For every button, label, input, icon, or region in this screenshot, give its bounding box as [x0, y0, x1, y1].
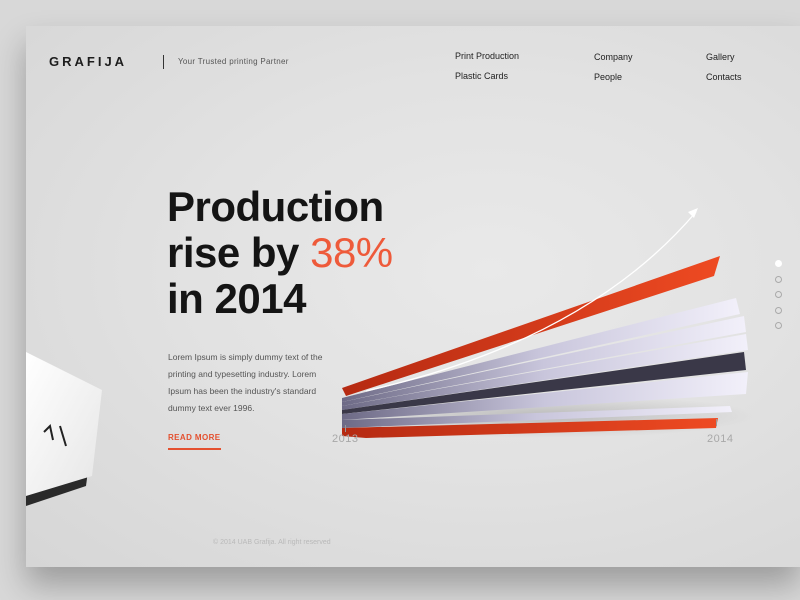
hero-card: GRAFIJA Your Trusted printing Partner Pr…	[26, 26, 800, 567]
slide-dot-1[interactable]	[775, 260, 782, 267]
headline-line3: in 2014	[167, 275, 306, 322]
book-pages-3	[342, 334, 748, 410]
book-pages-4	[342, 372, 748, 420]
footer-copyright: © 2014 UAB Grafija. All right reserved	[213, 539, 331, 546]
headline-percentage: 38%	[310, 229, 393, 276]
nav-item-print-production[interactable]: Print Production	[455, 51, 520, 61]
headline-line1: Production	[167, 183, 384, 230]
read-more-link[interactable]: READ MORE	[168, 433, 221, 450]
brand-logo[interactable]: GRAFIJA	[49, 54, 128, 69]
slide-dot-5[interactable]	[775, 322, 782, 329]
hero-headline: Production rise by 38% in 2014	[167, 184, 393, 322]
headline-line2-prefix: rise by	[167, 229, 311, 276]
logo-divider	[163, 55, 164, 69]
book-back-cover	[342, 256, 720, 396]
book-pages-1	[342, 298, 740, 402]
hero-body-text: Lorem Ipsum is simply dummy text of the …	[168, 352, 323, 413]
nav-item-contacts[interactable]: Contacts	[706, 72, 742, 82]
brand-tagline: Your Trusted printing Partner	[178, 57, 289, 66]
book-pages-2	[342, 316, 746, 406]
year-start-label: 2013	[332, 433, 359, 445]
book-pages-5	[342, 406, 732, 428]
nav-item-people[interactable]: People	[594, 72, 623, 82]
timeline-tick-end	[716, 419, 717, 426]
slide-dot-2[interactable]	[775, 275, 782, 283]
book-front-cover	[342, 418, 718, 438]
slide-pagination	[775, 260, 782, 338]
arrow-up-right-icon	[688, 208, 698, 218]
book-growth-illustration	[336, 208, 756, 438]
timeline-tick-start	[345, 425, 346, 432]
year-end-label: 2014	[707, 433, 734, 445]
nav-item-company[interactable]: Company	[594, 52, 633, 62]
book-corner-image	[26, 352, 102, 506]
nav-item-plastic-cards[interactable]: Plastic Cards	[455, 71, 509, 81]
book-pages-dark	[342, 352, 746, 414]
slide-dot-4[interactable]	[775, 306, 782, 314]
slide-dot-3[interactable]	[775, 291, 782, 298]
growth-curve	[365, 211, 697, 392]
nav-item-gallery[interactable]: Gallery	[706, 52, 735, 62]
